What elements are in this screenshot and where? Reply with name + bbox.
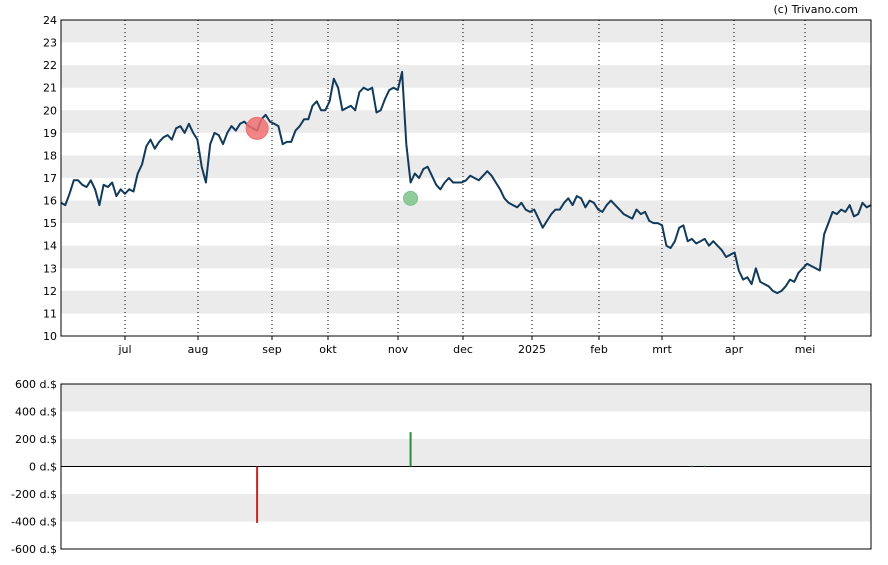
price-y-tick: 20 [43, 104, 57, 117]
price-series [60, 70, 872, 295]
sell-marker [245, 116, 269, 140]
price-band [61, 245, 871, 269]
x-tick-label: apr [725, 343, 744, 356]
x-tick-label: dec [453, 343, 473, 356]
trade-markers [245, 116, 419, 206]
price-y-tick: 11 [43, 307, 57, 320]
price-y-tick: 18 [43, 149, 57, 162]
price-y-tick: 13 [43, 262, 57, 275]
x-tick-label: jul [117, 343, 131, 356]
price-chart-bands [61, 20, 871, 314]
volume-y-tick: 0 d.$ [29, 461, 57, 474]
volume-band [61, 494, 871, 522]
x-axis-ticks: jul aug sep okt nov dec 2025 feb mrt apr mei [117, 336, 815, 356]
price-band [61, 65, 871, 88]
x-tick-label: sep [262, 343, 281, 356]
price-y-axis-ticks: 10 11 12 13 14 15 16 17 18 19 20 21 22 23 24 [43, 14, 57, 343]
price-y-tick: 14 [43, 240, 57, 253]
price-y-tick: 12 [43, 285, 57, 298]
volume-chart-bands [61, 384, 871, 522]
price-y-tick: 23 [43, 37, 57, 50]
month-gridlines [124, 20, 806, 336]
volume-band [61, 384, 871, 412]
volume-y-axis-ticks: 600 d.$ 400 d.$ 200 d.$ 0 d.$ -200 d.$ -400 d… [11, 378, 871, 556]
price-band [61, 20, 871, 43]
price-y-tick: 24 [43, 14, 57, 27]
credit-text: (c) Trivano.com [773, 3, 858, 16]
price-band [61, 290, 871, 314]
volume-y-tick: 400 d.$ [15, 406, 57, 419]
price-y-tick: 21 [43, 82, 57, 95]
price-y-tick: 22 [43, 59, 57, 72]
price-line [60, 70, 872, 295]
x-tick-label: feb [590, 343, 608, 356]
price-band [61, 200, 871, 224]
transaction-bars [256, 432, 706, 523]
x-tick-label: mrt [652, 343, 672, 356]
price-y-tick: 17 [43, 172, 57, 185]
volume-y-tick: 200 d.$ [15, 433, 57, 446]
price-y-tick: 19 [43, 127, 57, 140]
volume-y-tick: -200 d.$ [11, 488, 57, 501]
volume-band [61, 439, 871, 467]
price-chart-frame [60, 19, 872, 337]
buy-marker [403, 190, 419, 206]
price-y-tick: 16 [43, 195, 57, 208]
x-tick-label: okt [319, 343, 337, 356]
price-band [61, 155, 871, 178]
volume-y-tick: -600 d.$ [11, 543, 57, 556]
x-tick-label: nov [388, 343, 409, 356]
volume-y-tick: -400 d.$ [11, 516, 57, 529]
price-y-tick: 10 [43, 330, 57, 343]
volume-y-tick: 600 d.$ [15, 378, 57, 391]
volume-chart-frame [60, 383, 872, 550]
price-y-tick: 15 [43, 217, 57, 230]
x-tick-label: mei [795, 343, 816, 356]
x-tick-label: aug [188, 343, 209, 356]
x-tick-label: 2025 [518, 343, 546, 356]
